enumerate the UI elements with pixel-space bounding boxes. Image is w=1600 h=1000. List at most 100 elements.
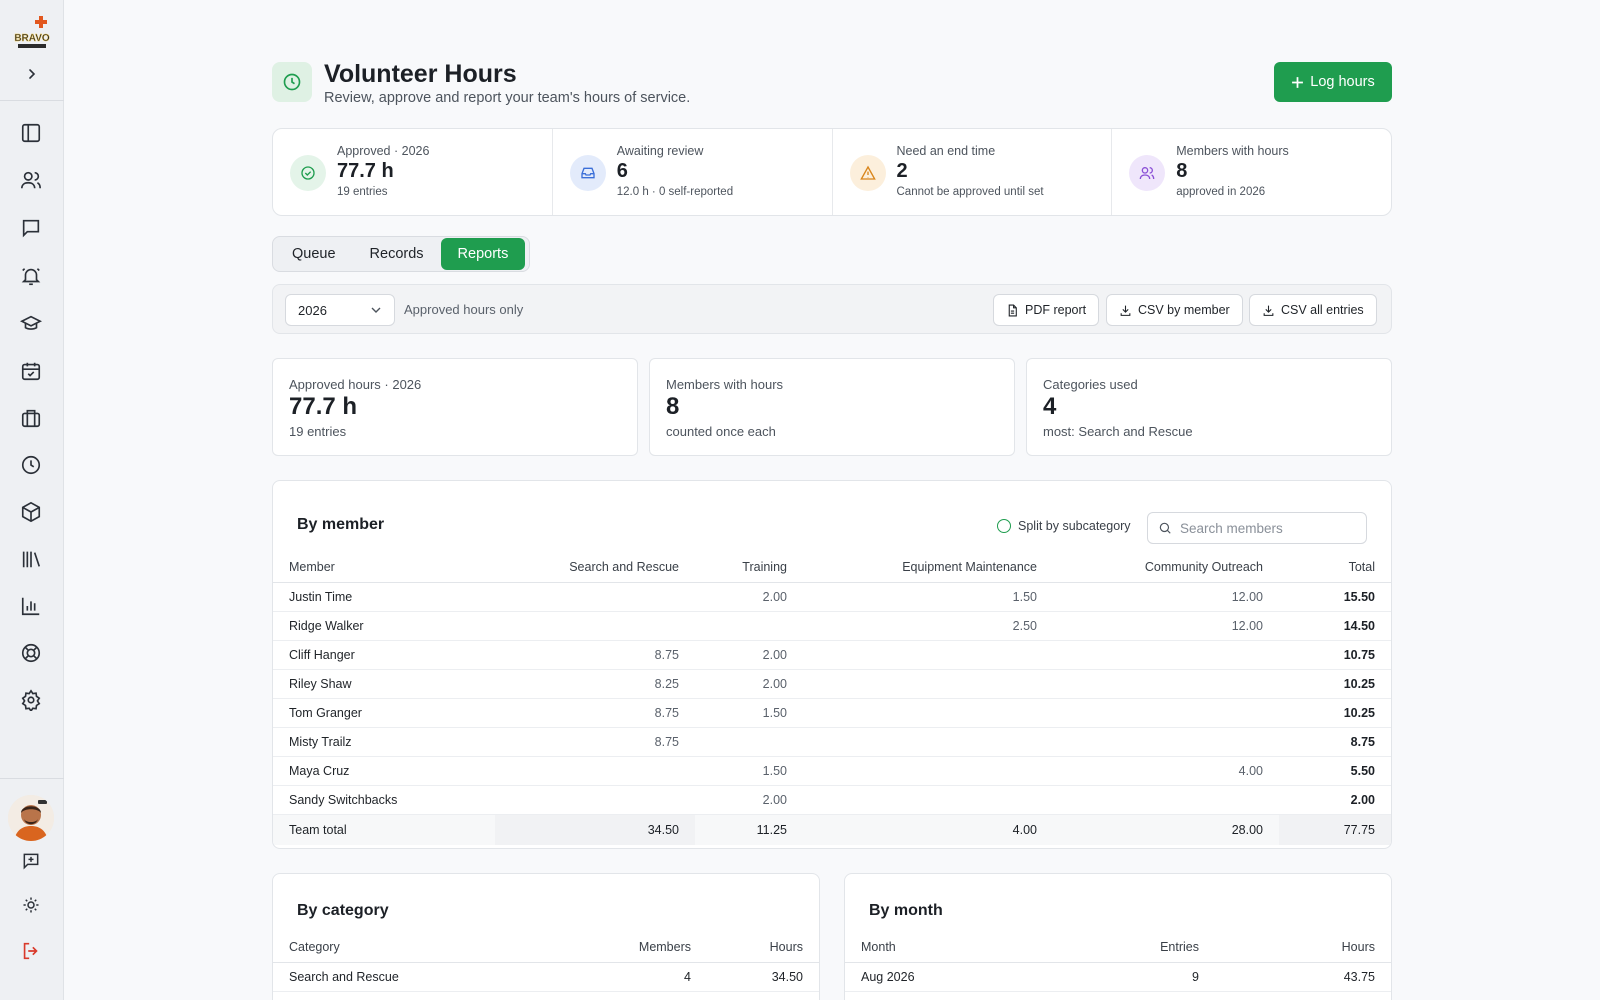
- calendar-check-icon[interactable]: [18, 358, 44, 384]
- table-row: Riley Shaw 8.25 2.00 10.25: [273, 669, 1391, 699]
- by-month-table: Month Entries Hours Aug 2026 9 43.75: [845, 932, 1391, 992]
- stat-value: 8: [1176, 160, 1188, 182]
- column-header[interactable]: Search and Rescue: [495, 552, 695, 583]
- member-search: [1147, 512, 1367, 544]
- table-cell: [803, 698, 1053, 728]
- table-cell: [803, 640, 1053, 670]
- column-header[interactable]: Hours: [707, 932, 819, 963]
- message-icon[interactable]: [18, 215, 44, 241]
- stat-members: Members with hours 8 approved in 2026: [1112, 129, 1391, 215]
- tab-records[interactable]: Records: [369, 246, 424, 262]
- package-icon[interactable]: [18, 499, 44, 525]
- page-title: Volunteer Hours: [324, 60, 517, 88]
- table-row: Misty Trailz 8.75 8.75: [273, 727, 1391, 757]
- column-header[interactable]: Hours: [1215, 932, 1391, 963]
- column-header[interactable]: Community Outreach: [1053, 552, 1279, 583]
- year-select[interactable]: 2026: [285, 294, 395, 326]
- users-icon[interactable]: [18, 167, 44, 193]
- expand-sidebar-chevron-icon[interactable]: [22, 64, 42, 84]
- table-row: Ridge Walker 2.50 12.00 14.50: [273, 611, 1391, 641]
- column-header[interactable]: Category: [273, 932, 587, 963]
- by-member-panel: By member Split by subcategory Member Se…: [272, 480, 1392, 849]
- library-icon[interactable]: [18, 546, 44, 572]
- table-row: Justin Time 2.00 1.50 12.00 15.50: [273, 582, 1391, 612]
- stat-sub: 19 entries: [337, 186, 388, 198]
- table-row: Cliff Hanger 8.75 2.00 10.75: [273, 640, 1391, 670]
- settings-icon[interactable]: [18, 687, 44, 713]
- stat-label: Approved · 2026: [337, 144, 430, 158]
- column-header[interactable]: Month: [845, 932, 1095, 963]
- stat-label: Need an end time: [896, 144, 996, 158]
- team-total-grand: 77.75: [1279, 814, 1391, 845]
- life-buoy-icon[interactable]: [18, 640, 44, 666]
- column-header[interactable]: Member: [273, 552, 495, 583]
- summary-sub: most: Search and Rescue: [1043, 424, 1193, 439]
- user-avatar[interactable]: [8, 795, 54, 841]
- stat-sub: 12.0 h · 0 self-reported: [616, 186, 734, 198]
- table-cell: [1053, 698, 1279, 728]
- year-value: 2026: [298, 302, 327, 318]
- inbox-icon: [569, 155, 606, 191]
- summary-label: Categories used: [1043, 377, 1138, 392]
- tab-reports[interactable]: Reports: [440, 238, 526, 270]
- chevron-down-icon: [371, 307, 381, 313]
- tab-queue[interactable]: Queue: [292, 246, 336, 262]
- table-cell: 8.75: [495, 640, 695, 670]
- table-cell: 9: [1095, 962, 1215, 992]
- column-header[interactable]: Training: [695, 552, 803, 583]
- table-row: Aug 2026 9 43.75: [845, 962, 1391, 992]
- log-hours-button[interactable]: Log hours: [1274, 62, 1392, 102]
- warning-triangle-icon: [849, 155, 886, 191]
- search-icon: [1159, 522, 1171, 534]
- check-circle-icon: [290, 155, 326, 191]
- table-cell: 2.00: [695, 669, 803, 699]
- team-total-cell: 34.50: [495, 814, 695, 845]
- team-logo[interactable]: BRAVO: [12, 14, 52, 50]
- by-member-table: Member Search and Rescue Training Equipm…: [273, 552, 1391, 845]
- column-header[interactable]: Members: [587, 932, 707, 963]
- users-icon: [1129, 155, 1166, 191]
- row-total: 8.75: [1279, 727, 1391, 757]
- csv-all-entries-button[interactable]: CSV all entries: [1249, 294, 1377, 326]
- table-cell: 34.50: [707, 962, 819, 992]
- summary-sub: counted once each: [666, 424, 776, 439]
- stat-label: Members with hours: [1176, 144, 1289, 158]
- row-total: 15.50: [1279, 582, 1391, 612]
- graduation-cap-icon[interactable]: [18, 311, 44, 337]
- filter-note: Approved hours only: [404, 302, 524, 317]
- stat-value: 6: [616, 160, 628, 182]
- layout-panel-icon[interactable]: [18, 120, 44, 146]
- logout-icon[interactable]: [18, 938, 44, 964]
- file-text-icon: [1008, 304, 1017, 316]
- summary-label: Approved hours · 2026: [289, 377, 422, 392]
- plus-icon: [1292, 76, 1304, 88]
- row-total: 10.25: [1279, 669, 1391, 699]
- column-header[interactable]: Equipment Maintenance: [803, 552, 1053, 583]
- csv-by-member-button[interactable]: CSV by member: [1106, 294, 1243, 326]
- page-subtitle: Review, approve and report your team's h…: [324, 90, 691, 106]
- pdf-report-label: PDF report: [1025, 303, 1087, 317]
- split-label: Split by subcategory: [1018, 519, 1131, 533]
- split-by-subcategory-toggle[interactable]: Split by subcategory: [997, 519, 1131, 533]
- summary-label: Members with hours: [666, 377, 784, 392]
- bar-chart-icon[interactable]: [18, 593, 44, 619]
- column-header[interactable]: Total: [1279, 552, 1391, 583]
- bell-ring-icon[interactable]: [18, 263, 44, 289]
- column-header[interactable]: Entries: [1095, 932, 1215, 963]
- sun-icon[interactable]: [18, 892, 44, 918]
- table-cell: [695, 611, 803, 641]
- table-cell: 2.00: [695, 640, 803, 670]
- team-total-cell: 4.00: [803, 814, 1053, 845]
- message-plus-icon[interactable]: [18, 848, 44, 874]
- search-members-input[interactable]: [1180, 520, 1350, 536]
- clock-icon[interactable]: [18, 452, 44, 478]
- table-cell: 43.75: [1215, 962, 1391, 992]
- summary-sub: 19 entries: [289, 424, 347, 439]
- table-cell: [1053, 727, 1279, 757]
- row-total: 14.50: [1279, 611, 1391, 641]
- briefcase-icon[interactable]: [18, 405, 44, 431]
- stats-overview: Approved · 2026 77.7 h 19 entries Awaiti…: [272, 128, 1392, 216]
- summary-members: Members with hours 8 counted once each: [649, 358, 1015, 456]
- member-name: Cliff Hanger: [273, 640, 495, 670]
- pdf-report-button[interactable]: PDF report: [993, 294, 1100, 326]
